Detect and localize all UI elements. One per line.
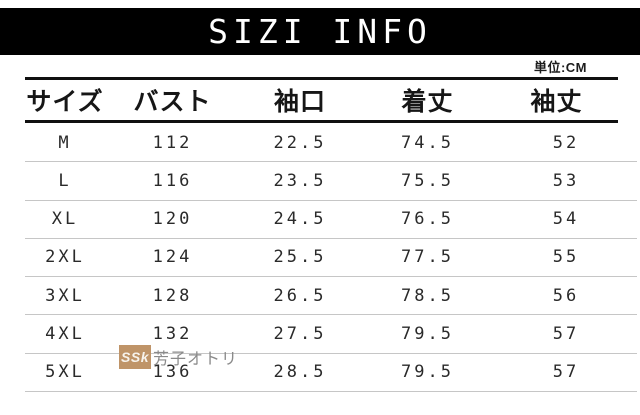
- sleeve-cell: 57: [552, 323, 580, 344]
- cuff-cell: 27.5: [273, 323, 327, 344]
- table-top-border: [25, 77, 618, 80]
- page-title: SIZI INFO: [208, 12, 432, 51]
- table-row: 5XL 136 28.5 79.5 57: [25, 354, 637, 392]
- column-header-length: 着丈: [401, 88, 454, 116]
- sleeve-cell: 57: [552, 362, 580, 383]
- column-header-size: サイズ: [26, 88, 104, 116]
- length-cell: 76.5: [401, 209, 454, 230]
- column-header-sleeve: 袖丈: [530, 88, 583, 116]
- bust-cell: 132: [152, 323, 193, 344]
- bust-cell: 128: [152, 285, 193, 306]
- size-cell: M: [58, 132, 72, 153]
- watermark-ssk-badge: SSk: [119, 344, 151, 369]
- bust-cell: 116: [152, 170, 193, 191]
- cuff-cell: 28.5: [273, 362, 327, 383]
- sleeve-cell: 52: [552, 132, 580, 153]
- size-cell: L: [58, 170, 72, 191]
- table-row: XL 120 24.5 76.5 54: [25, 201, 637, 239]
- cuff-cell: 26.5: [273, 285, 327, 306]
- length-cell: 77.5: [401, 247, 454, 268]
- size-cell: XL: [51, 209, 79, 230]
- length-cell: 74.5: [401, 132, 454, 153]
- table-row: 2XL 124 25.5 77.5 55: [25, 239, 637, 278]
- title-bar: SIZI INFO: [0, 8, 640, 55]
- table-row: 3XL 128 26.5 78.5 56: [25, 277, 637, 316]
- cuff-cell: 25.5: [273, 247, 327, 268]
- column-header-cuff: 袖口: [273, 88, 326, 116]
- size-cell: 3XL: [45, 285, 85, 306]
- size-cell: 2XL: [45, 247, 85, 268]
- length-cell: 78.5: [401, 285, 454, 306]
- column-header-bust: バスト: [133, 88, 212, 116]
- length-cell: 75.5: [401, 170, 454, 191]
- watermark: SSk 芳子オトリ: [119, 344, 238, 369]
- header-bottom-border: [25, 120, 618, 123]
- cuff-cell: 24.5: [273, 209, 327, 230]
- bust-cell: 120: [152, 209, 193, 230]
- cuff-cell: 23.5: [273, 170, 327, 191]
- bust-cell: 124: [152, 247, 193, 268]
- table-header-row: サイズ バスト 袖口 着丈 袖丈: [25, 80, 618, 120]
- size-cell: 4XL: [45, 323, 85, 344]
- sleeve-cell: 54: [552, 209, 580, 230]
- sleeve-cell: 55: [552, 247, 580, 268]
- bust-cell: 112: [152, 132, 193, 153]
- cuff-cell: 22.5: [273, 132, 327, 153]
- bust-cell: 136: [152, 362, 193, 383]
- table-body: M 112 22.5 74.5 52 L 116 23.5 75.5 53 XL…: [25, 124, 637, 392]
- watermark-text: 芳子オトリ: [153, 350, 239, 368]
- table-row: L 116 23.5 75.5 53: [25, 162, 637, 201]
- sleeve-cell: 53: [552, 170, 580, 191]
- sleeve-cell: 56: [552, 285, 580, 306]
- length-cell: 79.5: [401, 323, 454, 344]
- unit-label: 単位:CM: [533, 60, 587, 75]
- length-cell: 79.5: [401, 362, 454, 383]
- size-cell: 5XL: [45, 362, 85, 383]
- table-row: M 112 22.5 74.5 52: [25, 124, 637, 163]
- table-row: 4XL 132 27.5 79.5 57: [25, 315, 637, 354]
